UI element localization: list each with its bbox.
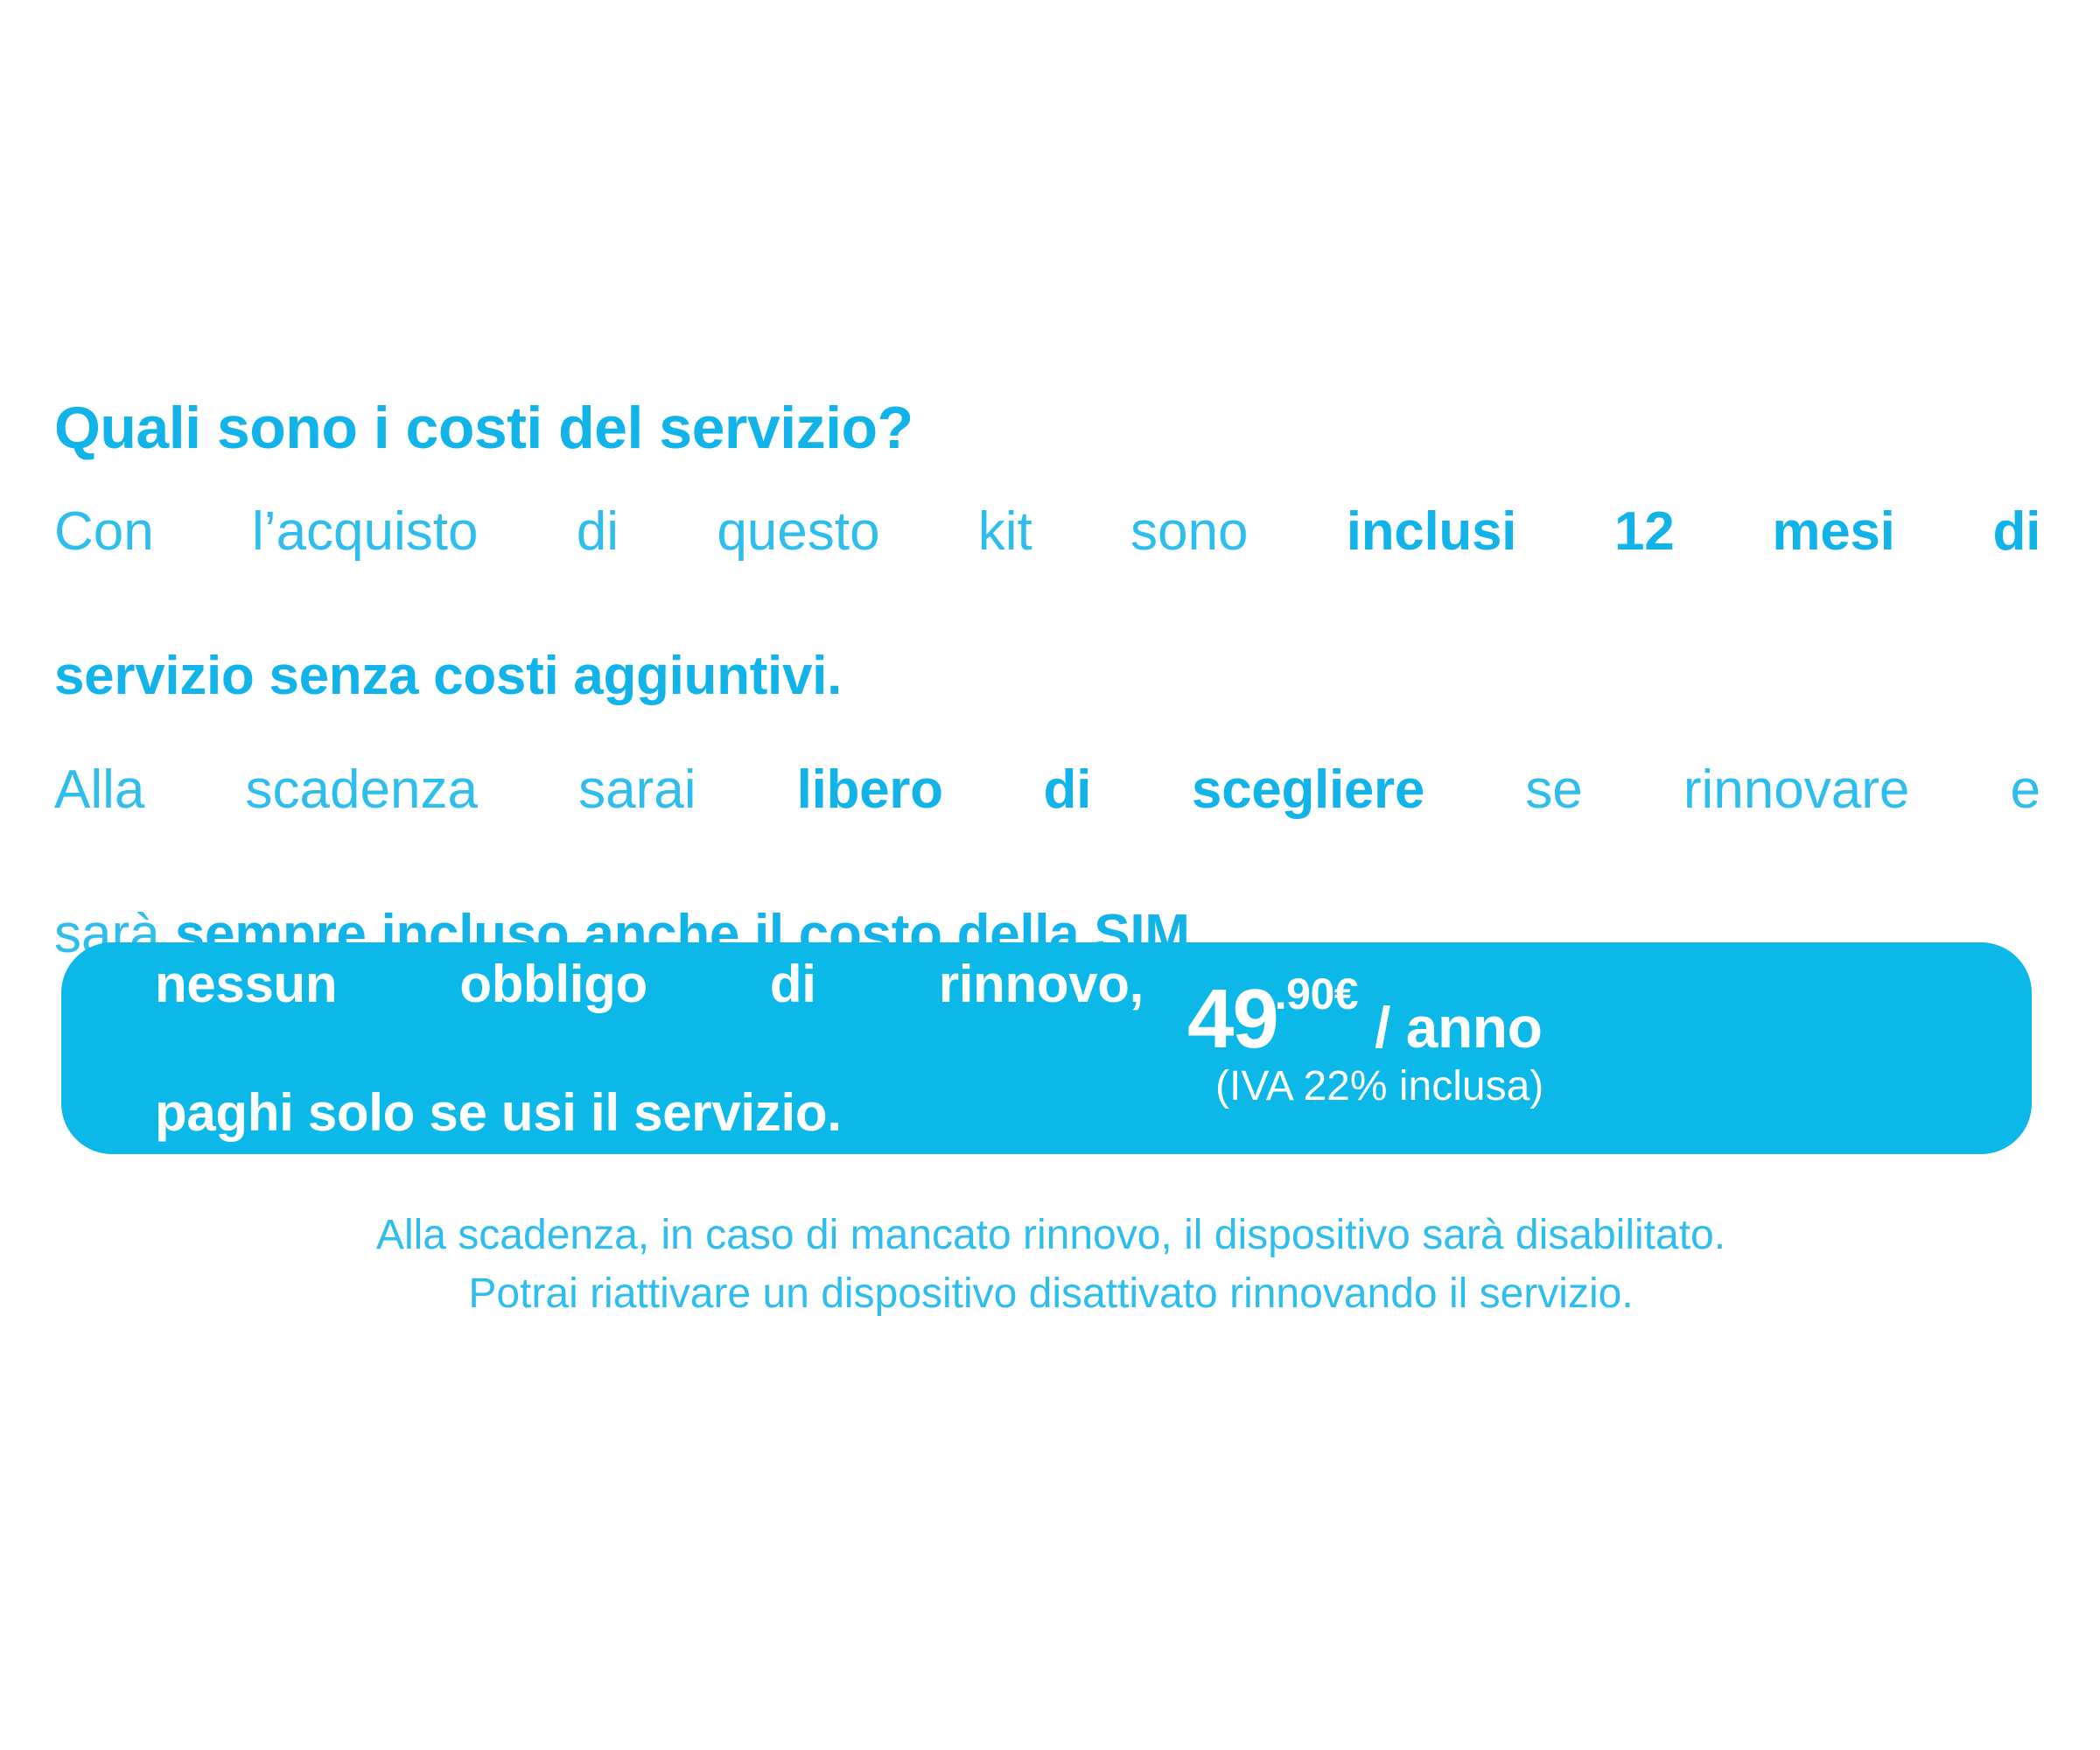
price-block: 49.90€ / anno (IVA 22% inclusa) [1187, 970, 1544, 1110]
banner-claim-line-1: nessun obbligo di rinnovo, [155, 955, 1144, 1014]
page-title: Quali sono i costi del servizio? [54, 395, 914, 461]
paragraph-costs-included-line-1: Con l’acquisto di questo kit sono inclus… [54, 496, 2040, 640]
price-period: / anno [1375, 995, 1543, 1060]
price-vat-note: (IVA 22% inclusa) [1215, 1063, 1544, 1110]
paragraph-costs-included-line-1-bold: inclusi 12 mesi di [1346, 501, 2041, 562]
banner-claim-line-2: paghi solo se usi il servizio. [155, 1082, 842, 1142]
footnote-line-2: Potrai riattivare un dispositivo disatti… [468, 1270, 1634, 1318]
banner-claim: nessun obbligo di rinnovo, paghi solo se… [155, 952, 1144, 1144]
paragraph-costs-included-line-2: servizio senza costi aggiuntivi. [54, 640, 2040, 712]
footnote: Alla scadenza, in caso di mancato rinnov… [54, 1206, 2048, 1323]
footnote-line-1: Alla scadenza, in caso di mancato rinnov… [375, 1212, 1726, 1258]
paragraph-renewal-freedom-line-1: Alla scadenza sarai libero di scegliere … [54, 754, 2040, 899]
paragraph-costs-included: Con l’acquisto di questo kit sono inclus… [54, 496, 2040, 712]
paragraph-renewal-freedom-line-1-bold: libero di scegliere [796, 760, 1425, 821]
paragraph-renewal-freedom-line-1-normal-start: Alla scadenza sarai [54, 760, 797, 821]
text-content-block: Quali sono i costi del servizio? Con l’a… [54, 398, 2048, 971]
paragraph-renewal-freedom-line-1-normal-end: se rinnovare e [1424, 760, 2040, 821]
price-integer: 49 [1187, 972, 1279, 1066]
paragraph-costs-included-line-2-bold: servizio senza costi aggiuntivi. [54, 645, 842, 706]
price-banner: nessun obbligo di rinnovo, paghi solo se… [61, 942, 2032, 1154]
price-row: 49.90€ / anno [1187, 970, 1544, 1066]
price-decimals-currency: .90€ [1274, 970, 1359, 1018]
paragraph-renewal-freedom: Alla scadenza sarai libero di scegliere … [54, 754, 2040, 970]
paragraph-costs-included-line-1-normal: Con l’acquisto di questo kit sono [54, 501, 1347, 562]
